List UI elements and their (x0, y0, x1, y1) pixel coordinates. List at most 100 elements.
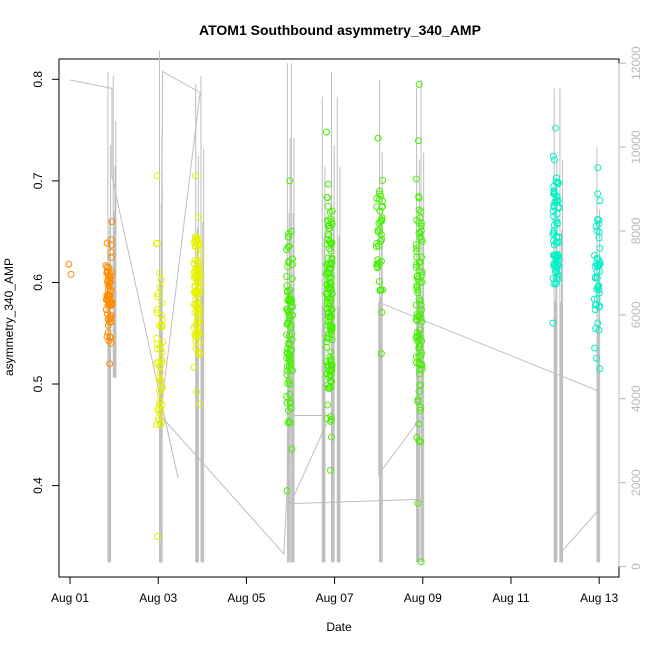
data-point (156, 392, 164, 400)
data-point (412, 301, 420, 309)
data-point (106, 278, 114, 286)
data-point (550, 227, 558, 235)
data-point (328, 378, 336, 386)
data-point (190, 323, 198, 331)
data-point (550, 156, 558, 164)
data-point (324, 381, 332, 389)
data-point (285, 362, 293, 370)
data-point (376, 207, 384, 215)
data-point (284, 419, 292, 427)
data-point (378, 203, 386, 211)
data-point (285, 377, 293, 385)
data-point (553, 238, 561, 246)
data-point (286, 297, 294, 305)
data-point (415, 295, 423, 303)
data-point (595, 326, 603, 334)
data-point (156, 283, 164, 291)
data-point (374, 256, 382, 264)
y-tick-label: 0.8 (31, 71, 45, 88)
data-point (105, 272, 113, 280)
data-point (284, 319, 292, 327)
data-point (417, 227, 425, 235)
y-tick-label: 0.7 (31, 172, 45, 189)
data-point (155, 407, 163, 415)
data-point (415, 341, 423, 349)
data-point (553, 219, 561, 227)
data-point (288, 367, 296, 375)
data-point (191, 330, 199, 338)
y2-tick-label: 4000 (629, 385, 643, 412)
data-point (192, 271, 200, 279)
data-point (378, 235, 386, 243)
data-point (374, 226, 382, 234)
data-point (417, 558, 425, 566)
data-point (191, 236, 199, 244)
data-point (195, 288, 203, 296)
data-point (285, 242, 293, 250)
data-point (157, 368, 165, 376)
data-point (326, 279, 334, 287)
data-point (193, 258, 201, 266)
data-point (107, 253, 115, 261)
data-point (283, 287, 291, 295)
data-point (415, 359, 423, 367)
data-point (591, 344, 599, 352)
data-point (554, 180, 562, 188)
data-point (377, 257, 385, 265)
data-point (328, 336, 336, 344)
data-point (594, 190, 602, 198)
data-point (327, 413, 335, 421)
data-point (595, 286, 603, 294)
data-point (595, 260, 603, 268)
y2-tick-label: 10000 (629, 130, 643, 164)
data-point (192, 338, 200, 346)
data-point (158, 401, 166, 409)
data-point (284, 233, 292, 241)
data-point (285, 339, 293, 347)
data-point (283, 487, 291, 495)
data-point (157, 276, 165, 284)
data-point (591, 251, 599, 259)
data-point (415, 193, 423, 201)
data-point (323, 268, 331, 276)
data-point (591, 274, 599, 282)
data-point (153, 172, 161, 180)
y2-tick-label: 2000 (629, 469, 643, 496)
data-point (416, 258, 424, 266)
data-point (594, 164, 602, 172)
data-point (106, 292, 114, 300)
data-point (377, 286, 385, 294)
data-point (154, 532, 162, 540)
data-point (104, 268, 112, 276)
data-point (593, 215, 601, 223)
data-point (418, 349, 426, 357)
data-point (412, 240, 420, 248)
data-point (287, 398, 295, 406)
axes-layer: 0.4 0.5 0.6 0.7 0.8 Aug 01 Aug 03 Aug 05 Aug 07 A… (31, 46, 643, 605)
data-point (323, 194, 331, 202)
data-point (283, 371, 291, 379)
data-point (158, 323, 166, 331)
data-point (326, 353, 334, 361)
y2-tick-label: 6000 (629, 301, 643, 328)
data-point (288, 275, 296, 283)
data-point (193, 329, 201, 337)
data-point (107, 301, 115, 309)
data-point (285, 230, 293, 238)
data-point (289, 303, 297, 311)
data-point (416, 381, 424, 389)
data-point (326, 371, 334, 379)
data-point (418, 238, 426, 246)
data-point (195, 239, 203, 247)
data-point (554, 197, 562, 205)
data-point (324, 230, 332, 238)
data-point (592, 325, 600, 333)
data-point (413, 317, 421, 325)
data-point (327, 466, 335, 474)
data-point (374, 264, 382, 272)
x-tick-label: Aug 13 (580, 591, 618, 605)
data-point (415, 80, 423, 88)
data-point (552, 217, 560, 225)
data-point (67, 270, 75, 278)
